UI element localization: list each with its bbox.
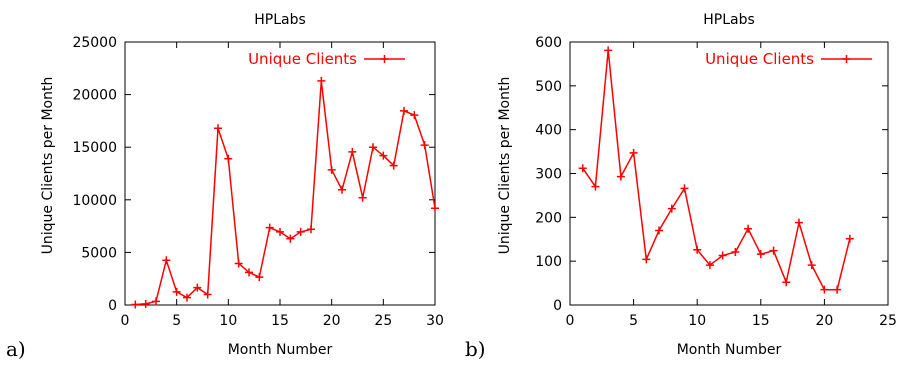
chart-panel-a: 0 5 10 15 20 25 30 0 5000 10000 15000 20000 25000 HPL… xyxy=(6,12,444,361)
data-point xyxy=(655,226,664,235)
y-tick-label: 0 xyxy=(553,298,562,314)
data-point xyxy=(369,143,377,152)
x-tick-label: 15 xyxy=(271,313,289,329)
x-tick-label: 5 xyxy=(172,313,181,329)
data-point xyxy=(420,141,429,150)
data-point xyxy=(807,261,816,270)
data-point xyxy=(769,246,778,255)
x-tick-label: 25 xyxy=(374,313,392,329)
data-point xyxy=(794,218,803,227)
data-point xyxy=(327,165,336,174)
data-point xyxy=(307,225,315,234)
x-axis-label: Month Number xyxy=(228,342,333,358)
data-point xyxy=(183,293,191,302)
data-point xyxy=(642,255,651,264)
y-tick-label: 5000 xyxy=(81,245,117,261)
data-point xyxy=(616,172,625,181)
data-point xyxy=(214,124,222,133)
panel-label: b) xyxy=(465,337,486,361)
data-point xyxy=(172,287,181,296)
data-point xyxy=(255,273,264,282)
data-point xyxy=(705,261,714,270)
legend-marker xyxy=(380,55,389,63)
x-tick-label: 10 xyxy=(688,313,706,329)
data-point xyxy=(203,290,212,299)
y-axis-label: Unique Clients per Month xyxy=(40,77,56,255)
data-point xyxy=(578,164,587,173)
y-tick-label: 200 xyxy=(535,210,562,226)
data-point xyxy=(680,184,689,193)
legend-marker xyxy=(842,55,851,63)
data-point xyxy=(317,76,326,85)
data-point xyxy=(358,193,367,202)
y-tick-label: 500 xyxy=(535,79,562,95)
data-point xyxy=(389,161,398,170)
data-point xyxy=(833,285,842,294)
data-point xyxy=(131,300,140,309)
data-point xyxy=(276,227,284,236)
data-point xyxy=(845,234,854,243)
data-point xyxy=(718,251,727,260)
chart-panel-b: 0 5 10 15 20 25 0 100 200 300 400 500 600 HPLabs Month… xyxy=(465,12,897,361)
data-point xyxy=(141,299,150,308)
legend-label: Unique Clients xyxy=(248,50,357,68)
x-tick-label: 5 xyxy=(629,313,638,329)
data-point xyxy=(296,227,305,236)
x-tick-label: 0 xyxy=(121,313,130,329)
y-tick-label: 400 xyxy=(535,123,562,139)
data-point xyxy=(782,278,791,287)
plot-frame xyxy=(569,41,889,306)
data-point xyxy=(431,204,439,213)
data-point xyxy=(400,106,408,115)
data-point xyxy=(379,151,388,160)
y-axis-label: Unique Clients per Month xyxy=(497,77,513,255)
y-tick-label: 100 xyxy=(535,254,562,270)
legend-label: Unique Clients xyxy=(705,50,814,68)
chart-title: HPLabs xyxy=(703,12,755,28)
data-point xyxy=(245,268,253,277)
x-tick-label: 15 xyxy=(752,313,770,329)
data-point xyxy=(731,247,740,256)
x-axis-label: Month Number xyxy=(677,342,782,358)
data-point xyxy=(667,204,676,213)
x-tick-label: 0 xyxy=(566,313,575,329)
plot-frame xyxy=(124,41,436,306)
data-point xyxy=(756,250,765,259)
data-point xyxy=(591,182,600,191)
data-point xyxy=(265,223,274,232)
data-point xyxy=(338,185,346,194)
y-tick-label: 25000 xyxy=(72,35,117,51)
y-tick-label: 600 xyxy=(535,35,562,51)
y-tick-label: 15000 xyxy=(72,140,117,156)
x-tick-label: 25 xyxy=(879,313,897,329)
y-tick-label: 0 xyxy=(108,298,117,314)
y-tick-label: 20000 xyxy=(72,88,117,104)
x-tick-label: 20 xyxy=(815,313,833,329)
x-tick-label: 30 xyxy=(426,313,444,329)
chart-title: HPLabs xyxy=(254,12,306,28)
data-point xyxy=(629,148,638,157)
data-point xyxy=(286,234,295,243)
data-point xyxy=(224,154,233,163)
series-line xyxy=(582,50,851,291)
y-tick-label: 10000 xyxy=(72,193,117,209)
data-point xyxy=(162,256,171,265)
series-line xyxy=(135,80,436,306)
x-tick-label: 10 xyxy=(219,313,237,329)
panel-label: a) xyxy=(6,337,26,361)
data-point xyxy=(820,285,829,294)
y-tick-label: 300 xyxy=(535,167,562,183)
data-point xyxy=(234,259,243,268)
data-point xyxy=(193,283,202,292)
data-point xyxy=(152,297,160,306)
data-point xyxy=(604,46,613,55)
data-point xyxy=(693,245,702,254)
x-tick-label: 20 xyxy=(323,313,341,329)
data-point xyxy=(744,224,753,233)
data-point xyxy=(410,111,419,120)
data-point xyxy=(348,147,357,156)
